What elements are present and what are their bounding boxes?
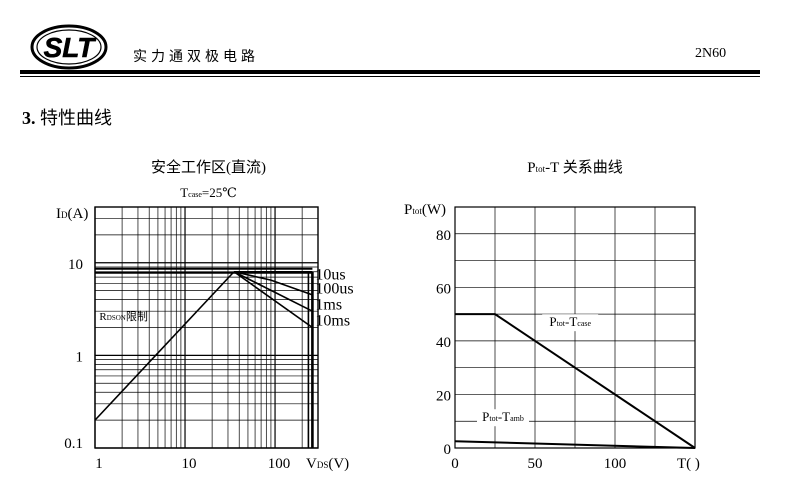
soa-curve-label: 10us bbox=[315, 267, 345, 284]
soa-curve-1ms bbox=[233, 271, 313, 312]
soa-curve-label: 10ms bbox=[315, 313, 350, 330]
soa-curve-label: 100us bbox=[315, 281, 353, 298]
header-rule-thin bbox=[20, 76, 760, 77]
ptot-x-axis-label: T( ) bbox=[677, 456, 700, 472]
ptot-y-tick-label: 0 bbox=[444, 442, 452, 458]
soa-title: 安全工作区(直流) bbox=[151, 158, 266, 176]
ptot-x-tick-label: 50 bbox=[528, 456, 543, 472]
section-title: 特性曲线 bbox=[40, 108, 112, 128]
soa-y-tick-label: 0.1 bbox=[64, 436, 83, 452]
ptot-x-tick-label: 100 bbox=[604, 456, 627, 472]
soa-rdson-annotation: RDSON限制 bbox=[99, 310, 147, 323]
ptot-y-tick-label: 80 bbox=[436, 228, 451, 244]
company-name: 实力通双极电路 bbox=[133, 49, 259, 65]
soa-y-tick-label: 1 bbox=[76, 349, 84, 365]
section-heading: 3. 特性曲线 bbox=[22, 104, 112, 130]
ptot-tcase-label-bg bbox=[542, 314, 599, 332]
ptot-title: Ptot-T 关系曲线 bbox=[527, 159, 623, 176]
section-number: 3. bbox=[22, 108, 36, 128]
soa-x-axis-label: VDS(V) bbox=[306, 456, 349, 472]
model-number: 2N60 bbox=[695, 46, 727, 61]
header-rule-thick bbox=[20, 70, 760, 74]
slt-logo: SLT bbox=[30, 24, 108, 70]
soa-subtitle: Tcase=25℃ bbox=[180, 185, 237, 200]
ptot-y-tick-label: 20 bbox=[436, 388, 451, 404]
soa-x-tick-label: 100 bbox=[268, 456, 291, 472]
ptot-y-tick-label: 60 bbox=[436, 281, 451, 297]
soa-x-tick-label: 10 bbox=[182, 456, 197, 472]
soa-curve-label: 1ms bbox=[315, 297, 342, 314]
ptot-tamb-line bbox=[454, 440, 696, 449]
logo-text: SLT bbox=[44, 32, 98, 63]
ptot-y-tick-label: 40 bbox=[436, 335, 451, 351]
ptot-y-axis-label: Ptot(W) bbox=[404, 202, 446, 218]
soa-rdson-line bbox=[94, 271, 235, 421]
soa-curve-100us bbox=[233, 270, 313, 296]
ptot-x-tick-label: 0 bbox=[451, 456, 459, 472]
soa-x-tick-label: 1 bbox=[95, 456, 103, 472]
soa-curve-10ms bbox=[233, 271, 313, 329]
soa-y-axis-label: ID(A) bbox=[56, 206, 88, 222]
document-header: SLT 实力通双极电路 2N60 bbox=[0, 0, 787, 80]
ptot-tcase-line bbox=[455, 313, 696, 449]
ptot-tcase-label: Ptot-Tcase bbox=[549, 314, 591, 329]
ptot-tamb-label: Ptot-Tamb bbox=[482, 409, 524, 424]
ptot-tamb-label-bg bbox=[477, 409, 529, 427]
soa-y-tick-label: 10 bbox=[68, 257, 83, 273]
